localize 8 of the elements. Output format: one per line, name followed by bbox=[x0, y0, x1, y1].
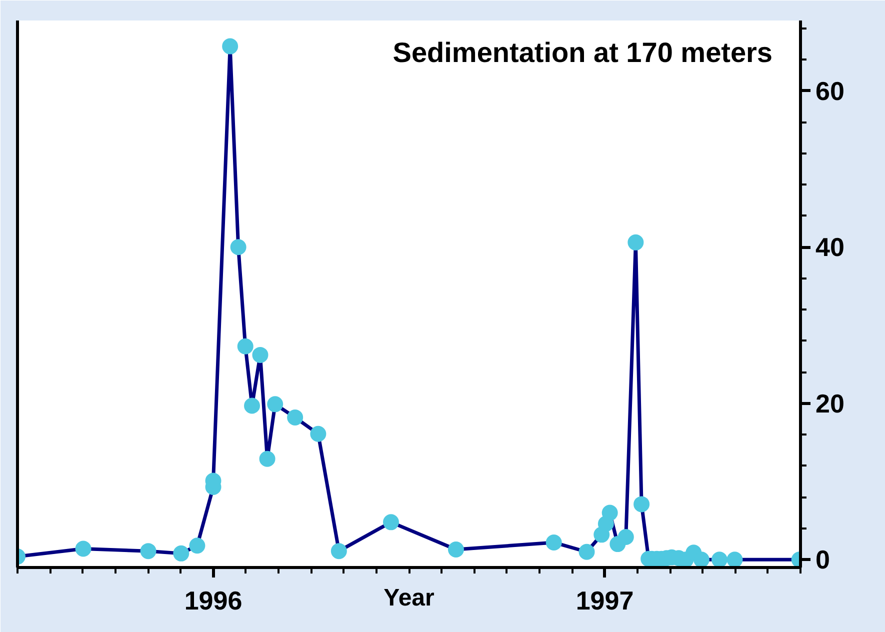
y-tick-label: 20 bbox=[816, 388, 844, 418]
text: Sedimentation at 170 meters bbox=[392, 37, 773, 68]
x-axis-title: Year bbox=[384, 584, 434, 612]
y-tick-label: 40 bbox=[816, 232, 844, 262]
x-tick-label: 1996 bbox=[184, 586, 242, 616]
x-tick-label: 1997 bbox=[576, 586, 634, 616]
y-tick-label: 60 bbox=[816, 76, 844, 106]
y-tick-label: 0 bbox=[816, 544, 830, 575]
